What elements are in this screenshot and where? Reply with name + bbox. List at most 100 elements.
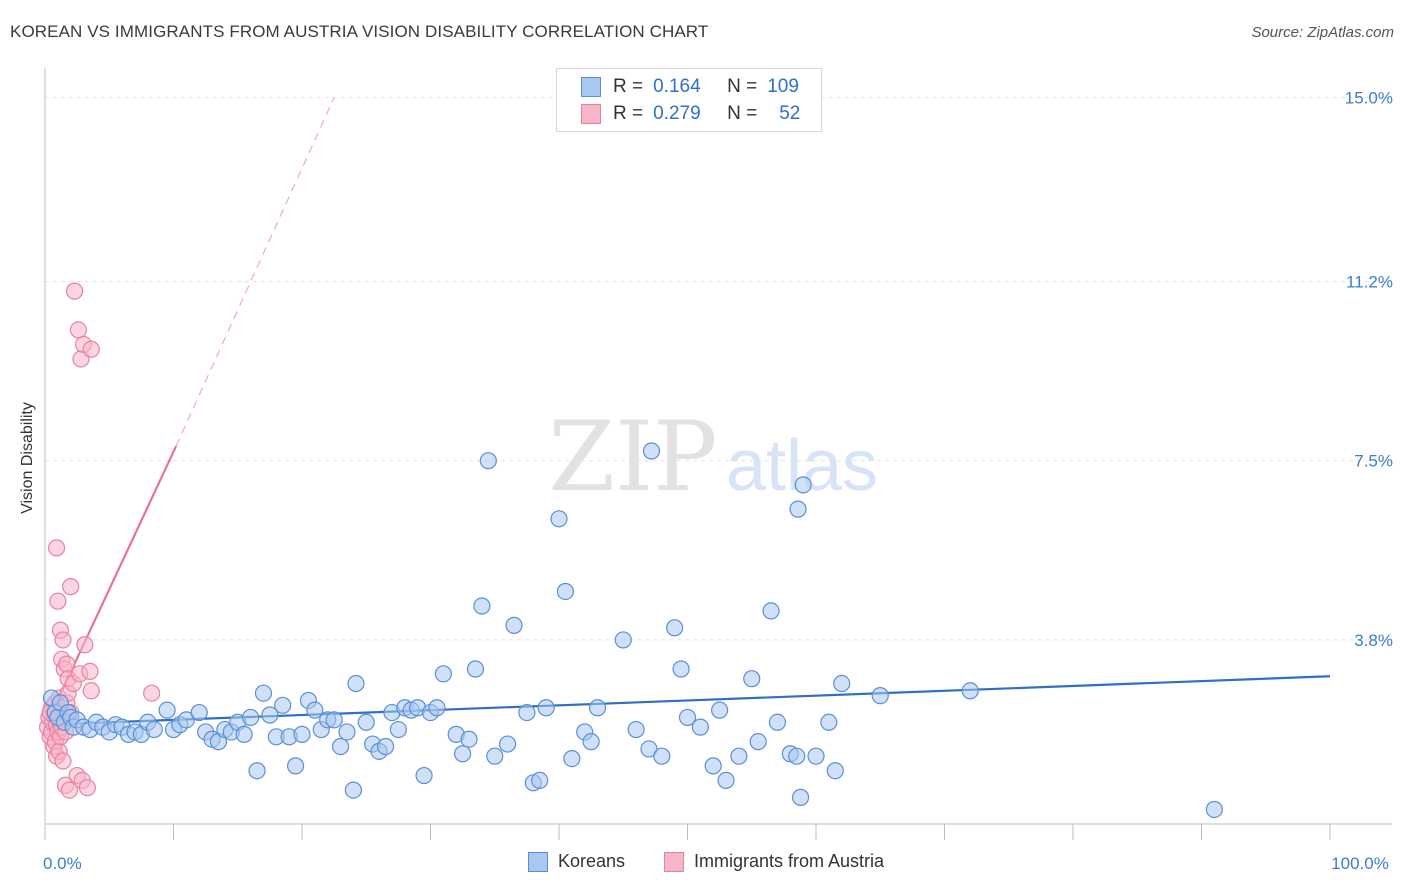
austria-point <box>81 662 99 681</box>
korean-point <box>537 699 555 717</box>
korean-point <box>357 713 375 731</box>
korean-point <box>653 747 671 765</box>
korean-point <box>717 771 735 790</box>
austria-point <box>60 781 79 799</box>
korean-point <box>306 701 324 719</box>
korean-point <box>614 631 632 649</box>
legend-r-value: 0.279 <box>653 103 701 124</box>
korean-point <box>235 725 253 743</box>
legend-item-koreans[interactable]: Koreans <box>528 851 625 872</box>
austria-point <box>65 282 84 300</box>
korean-point <box>807 747 825 765</box>
korean-point <box>248 762 266 780</box>
korean-point <box>415 766 433 785</box>
korean-point <box>479 452 497 470</box>
korean-point <box>428 699 446 717</box>
korean-point <box>711 701 729 719</box>
korean-point <box>261 706 279 724</box>
y-tick-label: 11.2% <box>1346 272 1393 291</box>
korean-point <box>640 740 658 758</box>
austria-point <box>78 779 97 797</box>
legend-n-label: N = <box>727 76 758 97</box>
legend-r-label: R = <box>613 76 644 97</box>
legend-swatch-blue <box>528 851 548 872</box>
korean-point <box>145 720 163 739</box>
austria-point <box>49 592 67 610</box>
korean-point <box>749 733 767 751</box>
korean-point <box>588 699 607 717</box>
korean-point <box>518 703 536 722</box>
korean-point <box>672 660 690 678</box>
chart-title: KOREAN VS IMMIGRANTS FROM AUSTRIA VISION… <box>10 22 709 41</box>
korean-point <box>550 510 568 528</box>
y-tick-label: 7.5% <box>1354 452 1393 471</box>
korean-point <box>286 757 305 775</box>
austria-point <box>54 752 72 770</box>
x-tick-label: 100.0% <box>1331 854 1389 873</box>
korean-point <box>691 718 709 736</box>
korean-point <box>794 476 812 494</box>
korean-point <box>486 747 504 765</box>
korean-point <box>789 500 807 518</box>
korean-point <box>338 723 356 741</box>
y-tick-label: 3.8% <box>1354 631 1393 650</box>
korean-point <box>768 713 787 731</box>
korean-point <box>1205 800 1223 819</box>
korean-point <box>325 711 343 729</box>
korean-point <box>190 703 208 722</box>
austria-point <box>47 539 66 557</box>
legend-item-austria[interactable]: Immigrants from Austria <box>664 851 884 872</box>
korean-point <box>505 616 523 634</box>
source-label: Source: ZipAtlas.com <box>1251 24 1394 41</box>
korean-point <box>704 757 722 775</box>
korean-point <box>293 725 311 743</box>
legend-label-koreans: Koreans <box>558 851 626 871</box>
grid-layer <box>45 96 1392 641</box>
korean-point <box>666 619 684 637</box>
austria-point <box>143 684 161 702</box>
austria-trendline-extension <box>175 97 335 447</box>
korean-point <box>820 713 838 731</box>
legend-swatch-pink <box>581 104 601 124</box>
korean-point <box>158 701 176 719</box>
watermark: ZIP atlas <box>548 401 878 513</box>
korean-point <box>961 682 979 700</box>
korean-point <box>871 687 889 705</box>
korean-point <box>642 442 661 460</box>
korean-point <box>177 711 195 729</box>
korean-point <box>274 696 292 714</box>
korean-point <box>466 660 485 678</box>
korean-point <box>242 708 260 727</box>
korean-point <box>788 747 806 765</box>
legend-swatch-pink <box>664 851 684 872</box>
austria-point <box>54 631 72 649</box>
legend-n-value: 52 <box>779 103 801 124</box>
korean-point <box>454 745 472 763</box>
legend-r-value: 0.164 <box>653 76 701 97</box>
korean-point <box>791 788 810 806</box>
austria-point <box>62 578 80 596</box>
korean-point <box>582 733 600 751</box>
legend-n-label: N = <box>727 103 758 124</box>
korean-point <box>434 665 452 683</box>
watermark-atlas: atlas <box>726 426 878 506</box>
korean-point <box>730 747 748 765</box>
austria-point <box>82 682 100 700</box>
korean-point <box>627 720 645 739</box>
y-tick-label: 15.0% <box>1345 88 1393 107</box>
stats-legend: R = 0.164 N = 109 R = 0.279 N = 52 <box>556 68 822 132</box>
legend-row-koreans: R = 0.164 N = 109 <box>581 74 799 100</box>
data-points <box>38 282 1223 819</box>
korean-point <box>331 737 350 756</box>
korean-point <box>678 708 697 727</box>
legend-r-label: R = <box>613 103 644 124</box>
legend-label-austria: Immigrants from Austria <box>694 851 885 871</box>
watermark-zip: ZIP <box>548 401 717 513</box>
legend-swatch-blue <box>581 77 601 97</box>
korean-point <box>762 602 780 620</box>
korean-point <box>376 737 395 756</box>
series-legend: Koreans Immigrants from Austria <box>0 851 1406 877</box>
korean-point <box>344 781 362 799</box>
austria-point <box>76 636 94 654</box>
